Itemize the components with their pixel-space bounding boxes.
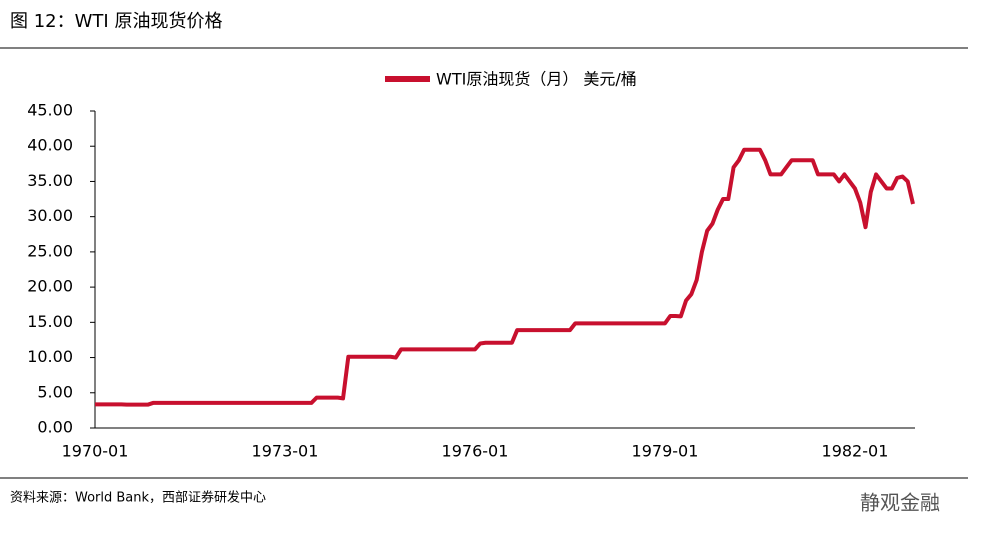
x-tick-label: 1970-01 — [62, 442, 129, 461]
legend-label: WTI原油现货（月） 美元/桶 — [436, 70, 637, 89]
y-tick-label: 20.00 — [27, 277, 73, 296]
y-tick-label: 5.00 — [37, 382, 73, 401]
x-tick-label: 1973-01 — [252, 442, 319, 461]
chart-title: 图 12：WTI 原油现货价格 — [10, 11, 222, 32]
x-tick-label: 1979-01 — [632, 442, 699, 461]
y-tick-label: 45.00 — [27, 101, 73, 120]
y-tick-label: 10.00 — [27, 347, 73, 366]
y-tick-label: 30.00 — [27, 206, 73, 225]
x-tick-label: 1982-01 — [822, 442, 889, 461]
y-tick-label: 15.00 — [27, 312, 73, 331]
source: 资料来源：World Bank，西部证券研发中心 — [10, 490, 266, 506]
y-tick-label: 40.00 — [27, 136, 73, 155]
x-tick-label: 1976-01 — [442, 442, 509, 461]
line — [95, 147, 915, 407]
y-tick-label: 25.00 — [27, 241, 73, 260]
y-tick-label: 0.00 — [37, 418, 73, 437]
y-tick-label: 35.00 — [27, 171, 73, 190]
watermark: 静观金融 — [860, 491, 940, 515]
